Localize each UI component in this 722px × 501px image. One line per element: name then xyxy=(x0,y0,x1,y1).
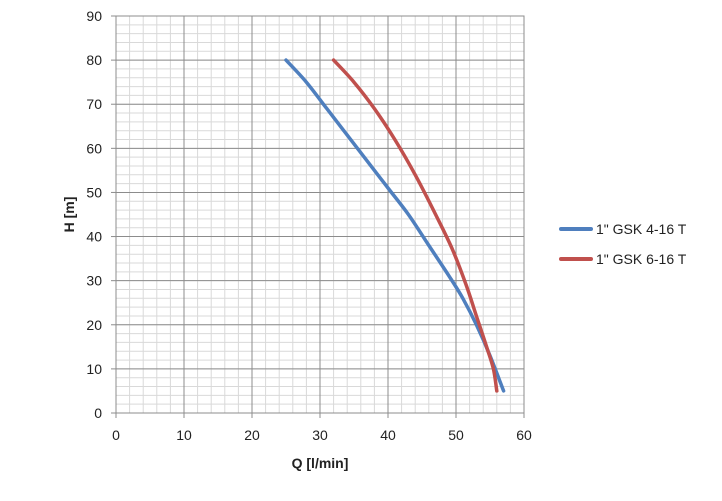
y-tick-label: 60 xyxy=(86,140,102,156)
major-grid xyxy=(115,15,525,414)
series-line-1 xyxy=(284,58,506,393)
x-tick-label: 30 xyxy=(312,427,328,443)
y-tick-label: 20 xyxy=(86,317,102,333)
series-line-2 xyxy=(331,58,499,393)
x-axis-title: Q [l/min] xyxy=(292,455,349,471)
x-tick-label: 20 xyxy=(244,427,260,443)
y-tick-label: 50 xyxy=(86,184,102,200)
x-axis-ticks: 0 10 20 30 40 50 60 xyxy=(112,413,532,443)
x-tick-label: 0 xyxy=(112,427,120,443)
x-tick-label: 10 xyxy=(176,427,192,443)
y-tick-label: 0 xyxy=(94,405,102,421)
y-tick-label: 70 xyxy=(86,96,102,112)
x-tick-label: 50 xyxy=(448,427,464,443)
y-tick-label: 90 xyxy=(86,8,102,24)
y-axis-title: H [m] xyxy=(61,197,77,233)
legend-label-series-2: 1" GSK 6-16 T xyxy=(596,251,687,267)
legend-label-series-1: 1" GSK 4-16 T xyxy=(596,221,687,237)
y-tick-label: 10 xyxy=(86,361,102,377)
series-layer xyxy=(284,58,506,393)
y-axis-ticks: 0 10 20 30 40 50 60 70 80 90 xyxy=(86,8,116,421)
y-tick-label: 40 xyxy=(86,229,102,245)
x-tick-label: 40 xyxy=(380,427,396,443)
y-tick-label: 80 xyxy=(86,52,102,68)
x-tick-label: 60 xyxy=(516,427,532,443)
y-tick-label: 30 xyxy=(86,273,102,289)
legend: 1" GSK 4-16 T 1" GSK 6-16 T xyxy=(559,221,687,267)
